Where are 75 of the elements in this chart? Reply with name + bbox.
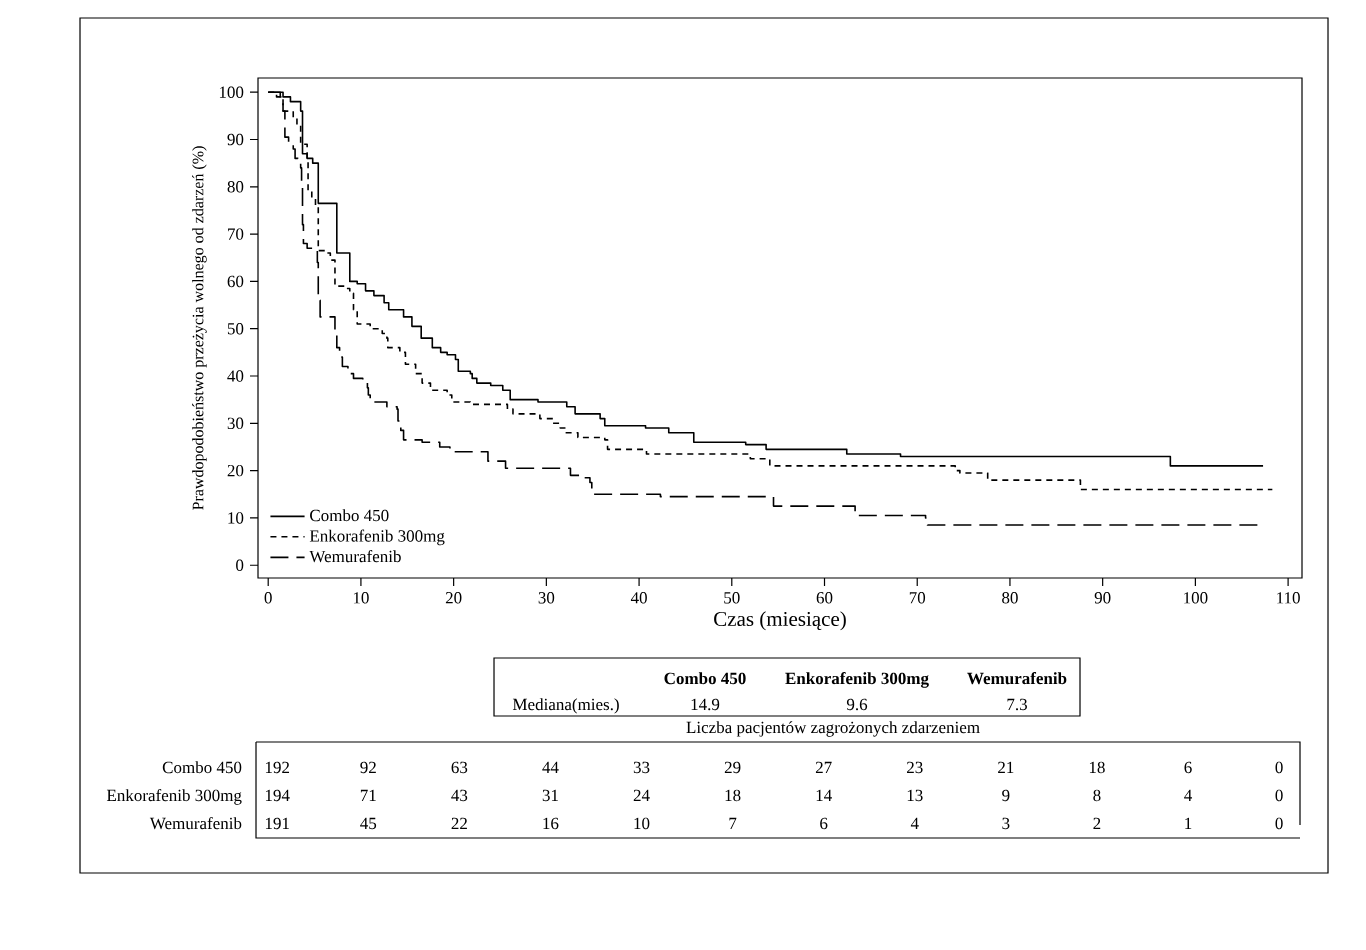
y-tick-label: 100 [219, 86, 244, 98]
text: 14 [816, 789, 832, 801]
x-tick-label: 70 [909, 592, 926, 604]
text: 18 [1089, 761, 1105, 774]
y-tick-label: 70 [228, 228, 244, 240]
x-tick-label: 80 [1002, 592, 1018, 604]
text: 9 [1002, 789, 1010, 802]
legend-label: Enkorafenib 300mg [309, 529, 445, 546]
x-tick-label: 110 [1277, 592, 1300, 604]
y-tick-label: 20 [227, 464, 244, 477]
y-tick-label: 10 [228, 512, 244, 524]
text: 45 [360, 817, 377, 830]
text: 0 [1275, 761, 1283, 774]
text: 4 [910, 817, 919, 829]
text: 0 [1275, 789, 1283, 802]
x-tick-label: 10 [353, 592, 369, 604]
x-tick-label: 20 [445, 592, 462, 604]
text: Enkorafenib 300mg [106, 789, 242, 805]
text: 7 [729, 817, 737, 829]
text: 22 [451, 817, 467, 829]
text: 13 [907, 789, 923, 802]
text: 27 [815, 761, 832, 773]
text: 4 [1184, 789, 1193, 801]
text: 18 [725, 789, 741, 802]
x-tick-label: 40 [630, 592, 647, 604]
text: 191 [265, 817, 289, 830]
text: 6 [820, 817, 828, 830]
y-axis-title: Prawdopodobieństwo przeżycia wolnego od zdarzeń (%) [192, 146, 207, 510]
text: 8 [1093, 789, 1101, 802]
text: 43 [451, 789, 468, 802]
y-tick-label: 50 [227, 322, 244, 335]
text: Wemurafenib [967, 672, 1067, 685]
text: 63 [451, 761, 468, 774]
text: 24 [633, 789, 650, 801]
text: 92 [360, 761, 376, 774]
y-tick-label: 90 [227, 133, 244, 146]
text: 7.3 [1007, 698, 1027, 711]
legend-label: Wemurafenib [309, 550, 401, 563]
text: Enkorafenib 300mg [785, 672, 929, 688]
text: 1 [1185, 817, 1192, 829]
text: 14.9 [691, 698, 720, 711]
text: Liczba pacjentów zagrożonych zdarzeniem [686, 721, 980, 737]
x-tick-label: 0 [264, 592, 272, 604]
text: 16 [543, 817, 559, 830]
text: 6 [1184, 761, 1192, 774]
y-tick-label: 0 [236, 559, 244, 571]
text: 29 [724, 761, 741, 774]
text: 0 [1275, 817, 1283, 830]
x-tick-label: 90 [1094, 592, 1111, 604]
y-tick-label: 60 [227, 275, 244, 288]
x-tick-label: 100 [1184, 592, 1208, 604]
text: Mediana(mies.) [512, 698, 619, 714]
text: 10 [634, 817, 650, 830]
legend-label: Combo 450 [310, 509, 389, 522]
text: 71 [360, 789, 376, 801]
text: 194 [265, 789, 290, 802]
text: Combo 450 [664, 672, 746, 685]
y-tick-label: 40 [227, 370, 244, 382]
text: 192 [265, 761, 290, 774]
text: 2 [1093, 817, 1101, 829]
text: 31 [542, 789, 558, 802]
text: 33 [633, 761, 650, 774]
text: Combo 450 [162, 761, 242, 774]
text: 9.6 [846, 698, 868, 711]
text: 23 [907, 761, 923, 774]
text: 3 [1002, 817, 1010, 830]
x-tick-label: 60 [816, 592, 833, 604]
text: 44 [542, 761, 559, 773]
x-axis-title: Czas (miesiące) [714, 611, 846, 631]
y-tick-label: 30 [227, 417, 244, 430]
x-tick-label: 30 [538, 592, 555, 604]
y-tick-label: 80 [227, 181, 244, 193]
text: Wemurafenib [149, 817, 242, 830]
text: 21 [998, 761, 1014, 773]
x-tick-label: 50 [724, 592, 740, 604]
